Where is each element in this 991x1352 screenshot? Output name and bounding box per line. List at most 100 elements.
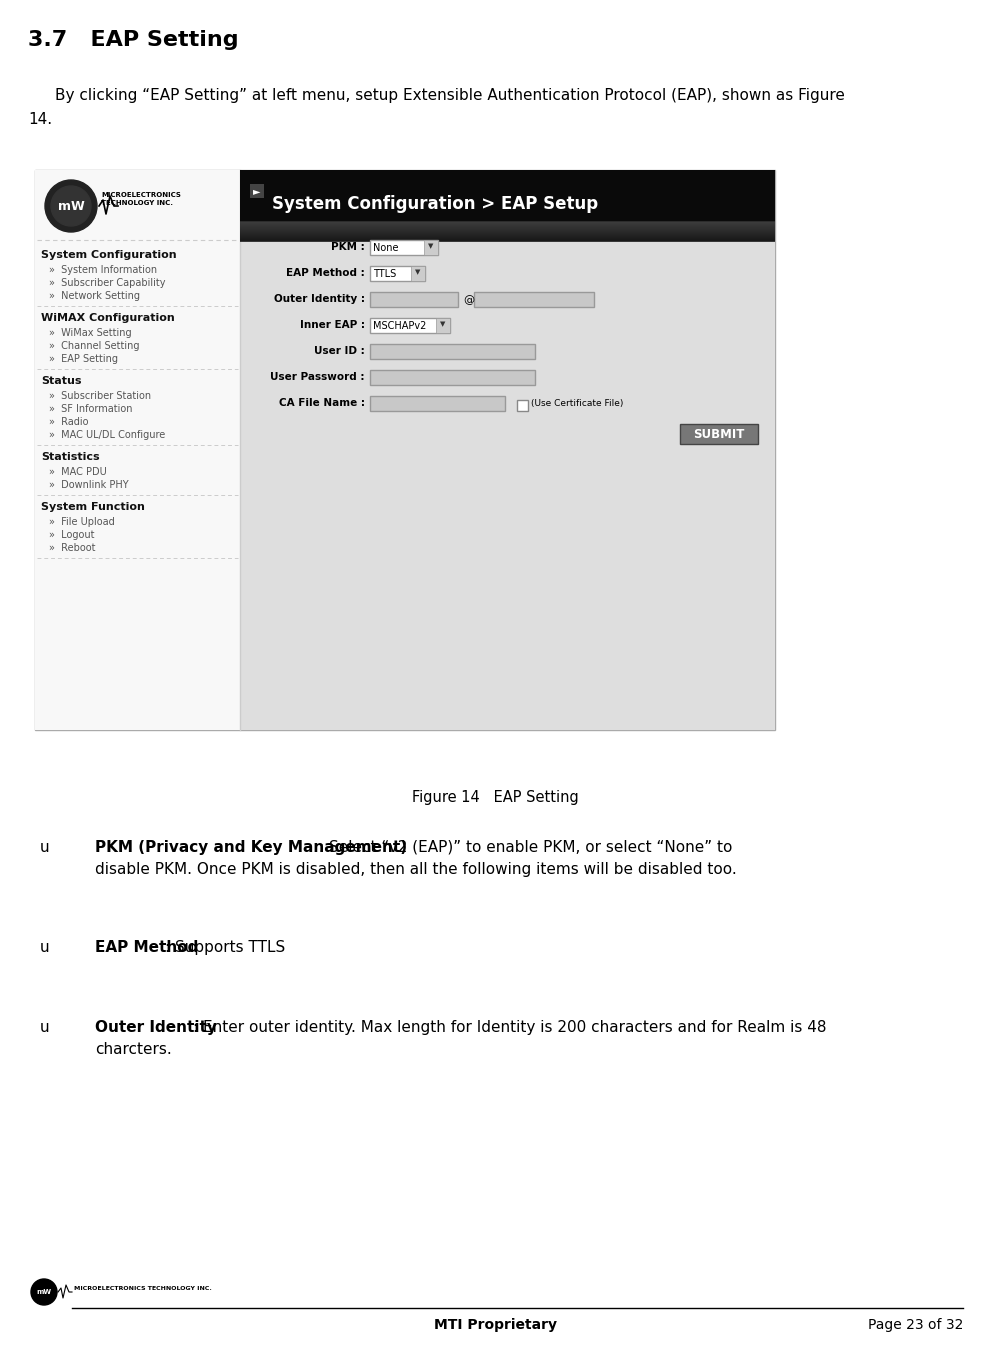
Text: »  Network Setting: » Network Setting: [49, 291, 140, 301]
Text: Page 23 of 32: Page 23 of 32: [868, 1318, 963, 1332]
Text: »  Radio: » Radio: [49, 416, 88, 427]
Bar: [240, 237, 775, 238]
Bar: [35, 170, 775, 730]
Bar: [370, 318, 450, 333]
Text: »  Subscriber Capability: » Subscriber Capability: [49, 279, 165, 288]
Text: EAP Method: EAP Method: [95, 940, 198, 955]
Text: mW: mW: [57, 200, 84, 212]
Text: »  System Information: » System Information: [49, 265, 158, 274]
Text: disable PKM. Once PKM is disabled, then all the following items will be disabled: disable PKM. Once PKM is disabled, then …: [95, 863, 736, 877]
Bar: [370, 292, 458, 307]
Text: »  EAP Setting: » EAP Setting: [49, 354, 118, 364]
Text: MSCHAPv2: MSCHAPv2: [373, 320, 426, 331]
Text: Outer Identity :: Outer Identity :: [274, 293, 365, 304]
Text: Statistics: Statistics: [41, 452, 100, 462]
Text: By clicking “EAP Setting” at left menu, setup Extensible Authentication Protocol: By clicking “EAP Setting” at left menu, …: [55, 88, 845, 103]
Bar: [424, 241, 438, 256]
Bar: [240, 224, 775, 227]
Bar: [240, 228, 775, 231]
Bar: [240, 230, 775, 233]
Bar: [240, 234, 775, 237]
Bar: [370, 370, 535, 385]
Bar: [240, 226, 775, 228]
Bar: [474, 292, 594, 307]
Text: ►: ►: [254, 187, 261, 196]
Text: u: u: [40, 940, 50, 955]
Text: ▼: ▼: [440, 320, 446, 327]
Text: MTI Proprietary: MTI Proprietary: [434, 1318, 557, 1332]
Bar: [35, 170, 240, 730]
Text: »  Downlink PHY: » Downlink PHY: [49, 480, 129, 489]
Text: System Configuration > EAP Setup: System Configuration > EAP Setup: [272, 195, 599, 214]
Bar: [240, 224, 775, 226]
Text: : Supports TTLS: : Supports TTLS: [165, 940, 285, 955]
Circle shape: [51, 187, 91, 226]
Text: »  Channel Setting: » Channel Setting: [49, 341, 140, 352]
Text: User Password :: User Password :: [271, 372, 365, 383]
Text: mW: mW: [37, 1288, 52, 1295]
Text: PKM :: PKM :: [331, 242, 365, 251]
Circle shape: [31, 1279, 57, 1305]
Bar: [250, 184, 264, 197]
Text: »  MAC PDU: » MAC PDU: [49, 466, 107, 477]
Text: System Function: System Function: [41, 502, 145, 512]
Text: ▼: ▼: [415, 269, 421, 274]
Circle shape: [45, 180, 97, 233]
Bar: [240, 228, 775, 230]
Text: TTLS: TTLS: [373, 269, 396, 279]
Text: PKM (Privacy and Key Management): PKM (Privacy and Key Management): [95, 840, 407, 854]
Text: 3.7   EAP Setting: 3.7 EAP Setting: [28, 30, 239, 50]
Bar: [517, 400, 528, 411]
Text: TECHNOLOGY INC.: TECHNOLOGY INC.: [101, 200, 173, 206]
Bar: [240, 235, 775, 237]
Text: Inner EAP :: Inner EAP :: [300, 320, 365, 330]
Text: Outer Identity: Outer Identity: [95, 1019, 217, 1036]
Bar: [370, 343, 535, 360]
Bar: [370, 396, 505, 411]
Bar: [240, 220, 775, 223]
Text: EAP Method :: EAP Method :: [286, 268, 365, 279]
Bar: [240, 222, 775, 224]
Bar: [370, 241, 438, 256]
Bar: [240, 223, 775, 224]
Bar: [240, 222, 775, 730]
Bar: [240, 238, 775, 241]
Bar: [436, 318, 450, 333]
Text: »  Subscriber Station: » Subscriber Station: [49, 391, 151, 402]
Text: ▼: ▼: [428, 243, 434, 249]
Text: System Configuration: System Configuration: [41, 250, 176, 260]
Text: charcters.: charcters.: [95, 1042, 171, 1057]
Bar: [240, 231, 775, 233]
Bar: [370, 266, 425, 281]
Bar: [240, 233, 775, 235]
Text: Status: Status: [41, 376, 81, 387]
Bar: [240, 227, 775, 228]
Bar: [240, 241, 775, 242]
Bar: [411, 266, 425, 281]
Text: Figure 14   EAP Setting: Figure 14 EAP Setting: [412, 790, 579, 804]
Text: »  WiMax Setting: » WiMax Setting: [49, 329, 132, 338]
Text: MICROELECTRONICS TECHNOLOGY INC.: MICROELECTRONICS TECHNOLOGY INC.: [74, 1286, 212, 1291]
Text: u: u: [40, 1019, 50, 1036]
Bar: [680, 425, 758, 443]
Text: @: @: [463, 295, 474, 306]
Text: CA File Name :: CA File Name :: [279, 397, 365, 408]
Text: »  Logout: » Logout: [49, 530, 94, 539]
Text: »  File Upload: » File Upload: [49, 516, 115, 527]
Bar: [240, 233, 775, 234]
Bar: [240, 239, 775, 241]
Text: MICROELECTRONICS: MICROELECTRONICS: [101, 192, 181, 197]
Text: : Enter outer identity. Max length for Identity is 200 characters and for Realm : : Enter outer identity. Max length for I…: [193, 1019, 826, 1036]
Text: u: u: [40, 840, 50, 854]
Text: WiMAX Configuration: WiMAX Configuration: [41, 314, 174, 323]
Text: »  SF Information: » SF Information: [49, 404, 133, 414]
Text: SUBMIT: SUBMIT: [694, 427, 744, 441]
Bar: [240, 170, 775, 222]
Text: None: None: [373, 243, 398, 253]
Bar: [240, 237, 775, 239]
Text: »  MAC UL/DL Configure: » MAC UL/DL Configure: [49, 430, 165, 439]
Text: »  Reboot: » Reboot: [49, 544, 95, 553]
Text: 14.: 14.: [28, 112, 53, 127]
Text: User ID :: User ID :: [314, 346, 365, 356]
Text: (Use Certificate File): (Use Certificate File): [531, 399, 623, 408]
